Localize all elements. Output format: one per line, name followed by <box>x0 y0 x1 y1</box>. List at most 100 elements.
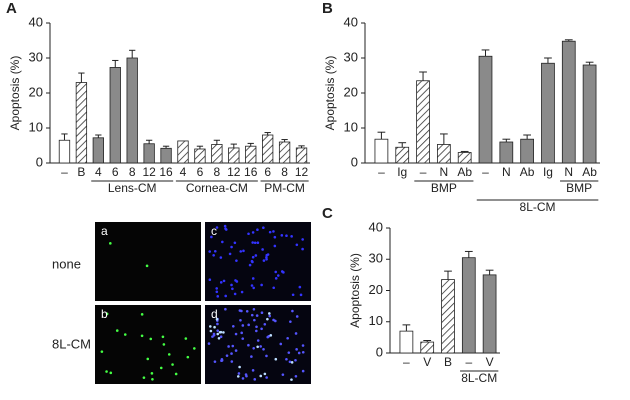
cell <box>215 226 219 229</box>
cell <box>146 357 150 361</box>
bar <box>177 140 189 164</box>
x-tick-label: 4 <box>180 165 187 179</box>
group-label: 8L-CM <box>520 200 556 214</box>
row-label: 8L-CM <box>52 336 91 351</box>
error-bar <box>481 49 490 57</box>
cell <box>261 248 264 251</box>
y-tick-label: 30 <box>344 49 358 64</box>
y-tick-label: 20 <box>369 282 383 297</box>
x-tick-label: – <box>482 165 489 179</box>
cell <box>265 256 268 259</box>
cell <box>280 234 284 237</box>
x-tick-label: – <box>378 165 385 179</box>
cell <box>224 307 227 311</box>
cell <box>285 357 288 361</box>
cell <box>167 353 171 356</box>
bar <box>109 67 121 164</box>
cell <box>115 329 119 332</box>
bar <box>211 144 223 164</box>
cell <box>159 366 163 370</box>
y-tick-label: 10 <box>344 119 358 134</box>
x-tick-label: Ab <box>457 165 472 179</box>
cell <box>274 319 277 323</box>
micrograph-label: b <box>101 307 108 321</box>
cell <box>294 375 298 378</box>
cell <box>298 285 302 289</box>
cell <box>247 232 250 236</box>
x-tick-label: 8 <box>281 165 288 179</box>
cell <box>161 335 165 339</box>
micrograph <box>205 222 311 301</box>
cell <box>265 376 268 379</box>
x-tick-label: – <box>465 355 472 369</box>
error-bar <box>95 134 102 138</box>
cell <box>240 290 244 294</box>
error-bar <box>162 145 170 149</box>
error-bar <box>61 133 68 141</box>
x-tick-label: N <box>564 165 573 179</box>
error-bar <box>485 269 494 275</box>
error-bar <box>419 71 427 81</box>
bar <box>457 152 472 164</box>
cell <box>248 263 252 267</box>
cell <box>228 252 232 256</box>
cell <box>265 354 268 358</box>
error-bar <box>129 49 136 58</box>
cell <box>105 312 109 316</box>
cell <box>252 346 256 350</box>
bar <box>92 137 104 164</box>
cell <box>212 253 215 257</box>
bar <box>561 40 576 164</box>
cell <box>234 332 238 336</box>
bar <box>520 138 534 164</box>
cell <box>220 358 224 361</box>
cell <box>230 360 234 363</box>
error-bar <box>247 142 254 147</box>
bar <box>374 138 389 164</box>
x-tick-label: 4 <box>95 165 102 179</box>
cell <box>193 347 196 350</box>
bar <box>278 141 291 164</box>
cell <box>250 355 253 358</box>
micrograph-label: a <box>101 224 108 238</box>
cell <box>252 286 256 290</box>
cell <box>215 287 218 290</box>
cell <box>224 294 227 298</box>
cell <box>210 235 213 239</box>
bar <box>416 80 430 164</box>
error-bar <box>464 250 473 258</box>
cell <box>281 373 285 376</box>
cell <box>251 231 255 234</box>
error-bar <box>230 143 237 148</box>
cell <box>252 307 256 311</box>
error-bar <box>564 39 573 42</box>
cell <box>266 253 270 256</box>
bar <box>399 330 414 354</box>
micrograph-label: d <box>211 307 218 321</box>
cell <box>209 329 213 333</box>
x-tick-label: Ab <box>520 165 535 179</box>
cell <box>295 348 298 351</box>
x-tick-label: 12 <box>295 165 309 179</box>
cell <box>230 245 233 249</box>
y-tick-label: 10 <box>369 313 383 328</box>
group-label: BMP <box>431 181 457 195</box>
cell <box>213 249 217 253</box>
cell <box>274 270 278 274</box>
cell <box>273 235 277 239</box>
cell <box>247 343 250 347</box>
error-bar <box>281 139 288 142</box>
cell <box>100 350 104 353</box>
cell <box>272 286 276 290</box>
cell <box>217 336 221 340</box>
cell <box>256 228 259 231</box>
x-tick-label: V <box>423 355 431 369</box>
cell <box>272 230 275 233</box>
cell <box>238 365 241 369</box>
cell <box>255 325 258 329</box>
y-tick-label: 20 <box>29 84 43 99</box>
cell <box>213 325 216 329</box>
cell <box>209 325 212 328</box>
cell <box>251 241 254 244</box>
